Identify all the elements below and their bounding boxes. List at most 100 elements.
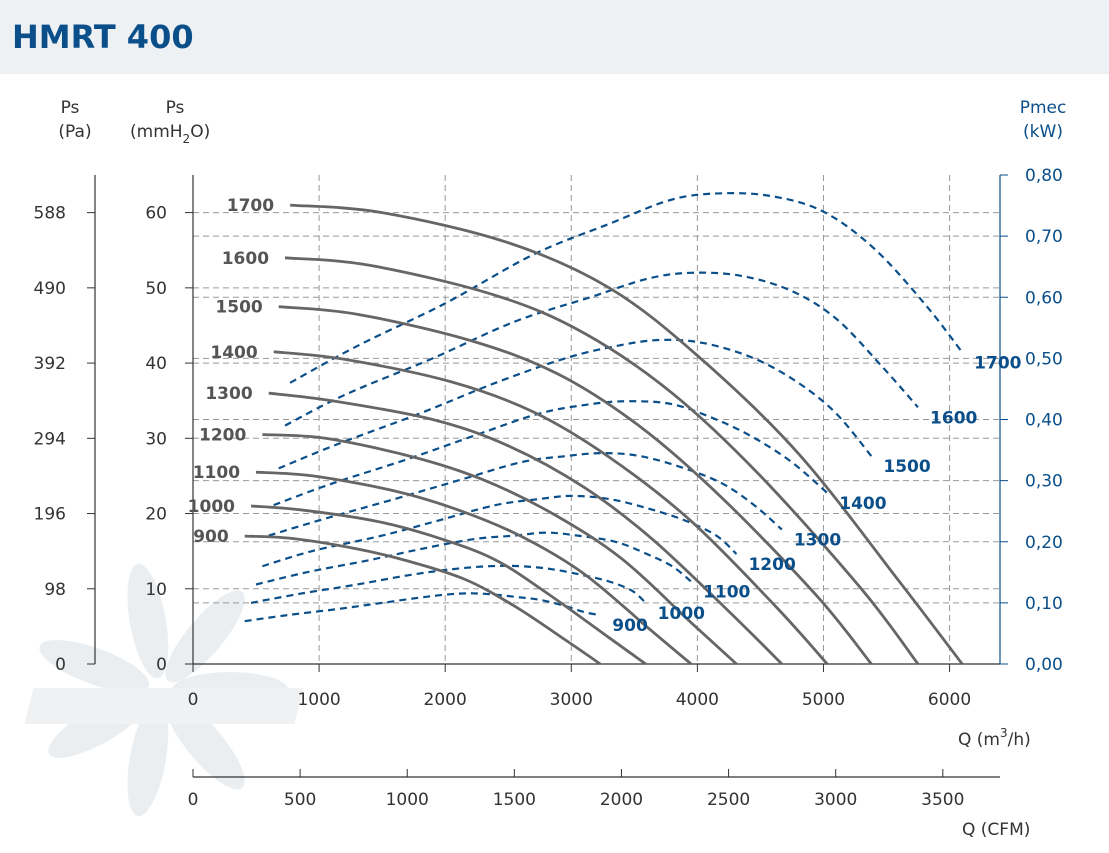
power-curve-1700 [289, 192, 964, 384]
x-tick-label: 2000 [424, 690, 467, 710]
pa-tick-label: 98 [44, 580, 66, 600]
power-curve-label-1100: 1100 [703, 582, 750, 602]
kw-tick-label: 0,30 [1025, 472, 1063, 492]
mm-axis-label-1: Ps [166, 98, 185, 118]
x-axis-label: Q (m3/h) [958, 726, 1031, 750]
pressure-curve-1500 [278, 305, 873, 665]
curve-labels: 1700160015001400130012001100100090017001… [188, 196, 1022, 636]
power-curve-label-1000: 1000 [658, 604, 705, 624]
power-curve-label-1700: 1700 [974, 353, 1021, 373]
power-curve-label-1400: 1400 [839, 494, 886, 514]
pressure-curve-1100 [255, 470, 692, 666]
cfm-tick-label: 1500 [493, 790, 536, 810]
x-axis-label-sup: 3 [1000, 726, 1008, 740]
x-tick-label: 0 [188, 690, 199, 710]
pressure-curve-label-1500: 1500 [215, 298, 262, 318]
pressure-curve-1400 [273, 350, 829, 665]
kw-tick-label: 0,70 [1025, 227, 1063, 247]
cfm-tick-label: 3000 [814, 790, 857, 810]
pressure-curve-label-1200: 1200 [199, 426, 246, 446]
mm-tick-label: 10 [145, 580, 167, 600]
power-curve-label-1500: 1500 [883, 457, 930, 477]
mm-axis-label-3: O) [190, 122, 210, 142]
power-curve-label-1600: 1600 [930, 408, 977, 428]
pressure-curve-label-1600: 1600 [222, 249, 269, 269]
x-tick-label: 5000 [802, 690, 845, 710]
watermark-logo [24, 563, 304, 817]
cfm-tick-label: 2500 [707, 790, 750, 810]
x-axis-label-b: /h) [1008, 730, 1031, 750]
x-tick-label: 4000 [676, 690, 719, 710]
mm-axis-ticks: 0 10 20 30 40 50 60 [145, 204, 193, 675]
pa-tick-label: 196 [34, 505, 66, 525]
pressure-curve-1600 [284, 256, 920, 665]
pressure-curve-label-900: 900 [193, 527, 229, 547]
x-tick-label: 6000 [928, 690, 971, 710]
pa-axis-label-1: Ps [61, 98, 80, 118]
mm-tick-label: 20 [145, 505, 167, 525]
pressure-curve-1700 [289, 203, 964, 665]
power-curve-1400 [273, 400, 829, 507]
pa-tick-label: 294 [34, 429, 66, 449]
power-curve-1200 [262, 494, 738, 568]
pressure-curve-label-1100: 1100 [193, 463, 240, 483]
pressure-curve-label-1700: 1700 [227, 196, 274, 216]
mm-axis-label-sub: 2 [183, 132, 191, 146]
mm-tick-label: 30 [145, 429, 167, 449]
pressure-curve-label-1000: 1000 [188, 497, 235, 517]
kw-axis-label-1: Pmec [1020, 98, 1067, 118]
cfm-axis-label: Q (CFM) [962, 820, 1030, 840]
power-curve-1500 [278, 338, 873, 470]
x-tick-label: 3000 [550, 690, 593, 710]
kw-tick-label: 0,10 [1025, 594, 1063, 614]
pa-axis-ticks: 0 98 196 294 392 490 588 [34, 204, 95, 675]
power-curve-label-1200: 1200 [748, 555, 795, 575]
pressure-curves [244, 203, 964, 666]
kw-tick-label: 0,60 [1025, 288, 1063, 308]
mm-tick-label: 60 [145, 204, 167, 224]
mm-tick-label: 50 [145, 279, 167, 299]
kw-axis-label-2: (kW) [1023, 122, 1063, 142]
power-curve-900 [244, 592, 601, 623]
pa-axis-label-2: (Pa) [58, 122, 91, 142]
cfm-tick-label: 0 [188, 790, 199, 810]
pressure-curve-1300 [268, 391, 783, 665]
power-curve-1300 [268, 451, 783, 537]
pa-tick-label: 490 [34, 279, 66, 299]
cfm-tick-label: 1000 [386, 790, 429, 810]
x-axis-ticks: 0 1000 2000 3000 4000 5000 6000 [188, 664, 971, 710]
title-bar: HMRT 400 [0, 0, 1109, 74]
pressure-curve-1200 [262, 433, 738, 666]
power-curve-label-900: 900 [612, 616, 648, 636]
cfm-tick-label: 500 [284, 790, 316, 810]
cfm-tick-label: 3500 [921, 790, 964, 810]
cfm-axis-ticks: 0 500 1000 1500 2000 2500 3000 3500 [188, 769, 964, 810]
kw-axis-ticks: 0,00 0,10 0,20 0,30 0,40 0,50 0,60 0,70 0,80 [1000, 166, 1063, 675]
pa-tick-label: 0 [55, 655, 66, 675]
kw-tick-label: 0,40 [1025, 411, 1063, 431]
x-tick-label: 1000 [297, 690, 340, 710]
mm-axis-label-2: (mmH2O) [130, 122, 210, 146]
kw-tick-label: 0,50 [1025, 349, 1063, 369]
pressure-curve-900 [244, 534, 602, 666]
pressure-curve-label-1300: 1300 [205, 384, 252, 404]
pressure-curve-label-1400: 1400 [210, 343, 257, 363]
power-curve-1000 [250, 564, 647, 604]
pressure-curve-1000 [250, 504, 647, 666]
cfm-tick-label: 2000 [600, 790, 643, 810]
kw-tick-label: 0,80 [1025, 166, 1063, 186]
mm-tick-label: 0 [156, 655, 167, 675]
pa-tick-label: 392 [34, 354, 66, 374]
page-title: HMRT 400 [12, 18, 194, 56]
power-curve-label-1300: 1300 [794, 531, 841, 551]
mm-tick-label: 40 [145, 354, 167, 374]
mm-axis-label-2a: (mmH [130, 122, 183, 142]
pa-tick-label: 588 [34, 204, 66, 224]
kw-tick-label: 0,20 [1025, 533, 1063, 553]
power-curves [244, 192, 964, 623]
power-curve-1100 [255, 531, 692, 586]
kw-tick-label: 0,00 [1025, 655, 1063, 675]
x-axis-label-a: Q (m [958, 730, 1000, 750]
power-curve-1600 [284, 271, 919, 427]
